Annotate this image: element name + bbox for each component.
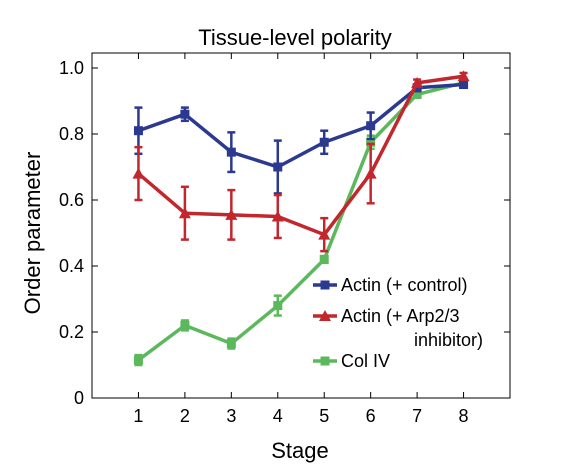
y-tick-label: 0 (74, 388, 84, 408)
data-point (318, 228, 331, 240)
data-point (366, 121, 376, 131)
data-point (178, 207, 191, 219)
y-tick-label: 0.6 (59, 190, 84, 210)
data-point (319, 137, 329, 147)
legend: Actin (+ control) Actin (+ Arp2/3 inhibito… (313, 275, 483, 371)
data-point (457, 70, 470, 82)
data-point (180, 109, 190, 119)
data-point (226, 339, 236, 349)
data-point (226, 147, 236, 157)
data-point (225, 208, 238, 220)
data-point (411, 76, 424, 88)
y-tick-label: 0.8 (59, 124, 84, 144)
data-point (366, 137, 376, 147)
legend-label: Col IV (341, 351, 390, 371)
legend-label: Actin (+ Arp2/3 (341, 306, 460, 326)
x-tick-label: 8 (459, 406, 469, 426)
series-line (137, 81, 464, 362)
x-tick-label: 1 (133, 406, 143, 426)
x-tick-label: 6 (366, 406, 376, 426)
y-tick-label: 0.4 (59, 256, 84, 276)
data-point (133, 355, 143, 365)
y-tick-label: 0.2 (59, 322, 84, 342)
data-point (271, 210, 284, 222)
data-point (412, 89, 422, 99)
series-line (137, 74, 464, 237)
y-axis-label: Order parameter (20, 152, 45, 315)
plot-frame (91, 52, 511, 399)
data-point (133, 126, 143, 136)
x-tick-label: 7 (412, 406, 422, 426)
legend-label-line2: inhibitor) (414, 330, 483, 350)
data-point (364, 167, 377, 179)
series-2 (132, 70, 470, 253)
y-tick-label: 1.0 (59, 58, 84, 78)
x-tick-label: 3 (226, 406, 236, 426)
data-point (273, 301, 283, 311)
series-line (137, 82, 464, 169)
legend-marker (320, 280, 330, 290)
x-tick-label: 4 (273, 406, 283, 426)
x-tick-label: 2 (180, 406, 190, 426)
series-layer (132, 70, 470, 367)
x-tick-label: 5 (319, 406, 329, 426)
legend-marker (319, 310, 331, 321)
legend-label: Actin (+ control) (341, 275, 468, 295)
data-point (273, 162, 283, 172)
legend-marker (320, 356, 330, 366)
x-axis-label: Stage (271, 438, 329, 463)
data-point (319, 254, 329, 264)
data-point (180, 320, 190, 330)
data-point (459, 80, 469, 89)
data-point (132, 167, 145, 179)
axis-ticks: 1 2 3 4 5 6 7 8 0 0.2 0.4 0.6 0.8 1.0 (59, 53, 510, 426)
chart-title: Tissue-level polarity (198, 25, 392, 50)
